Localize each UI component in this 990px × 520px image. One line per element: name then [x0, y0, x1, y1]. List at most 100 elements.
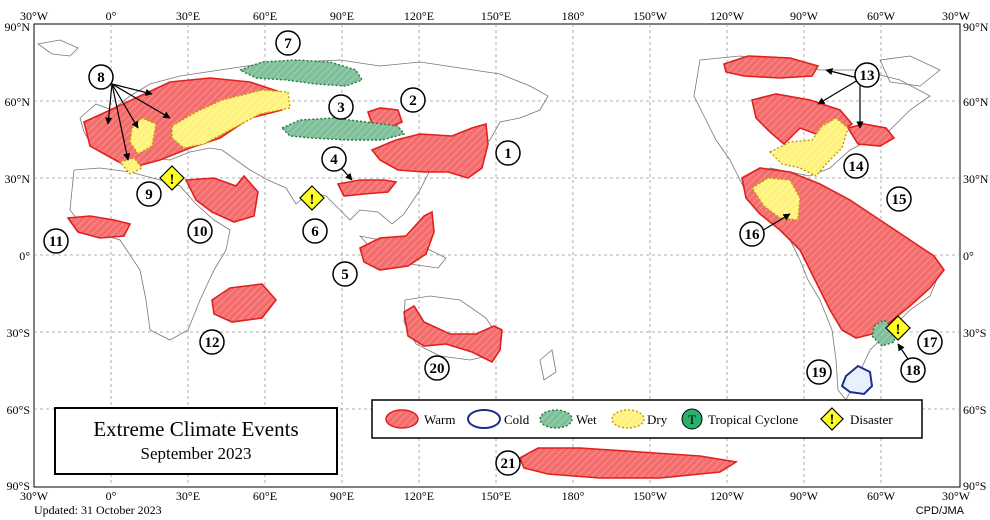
event-label-11: 11 [43, 228, 69, 254]
disaster-marker-17: ! [885, 315, 911, 341]
legend: Warm Cold Wet Dry T Tropical Cyclone ! D… [371, 399, 923, 439]
legend-disaster-symbol: ! [830, 412, 835, 428]
svg-text:20: 20 [430, 361, 445, 377]
event-label-2: 2 [400, 87, 426, 113]
svg-text:3: 3 [337, 100, 345, 116]
svg-text:15: 15 [892, 192, 907, 208]
lon-label: 120°W [710, 489, 745, 503]
svg-text:17: 17 [923, 335, 939, 351]
svg-text:7: 7 [284, 36, 292, 52]
lon-label: 30°E [176, 9, 200, 23]
lat-label: 90°S [963, 479, 986, 493]
svg-text:19: 19 [812, 365, 827, 381]
disaster-symbol: ! [310, 192, 315, 208]
cold-region-19 [840, 364, 874, 396]
svg-text:6: 6 [311, 224, 319, 240]
legend-cold-swatch [467, 409, 501, 429]
legend-disaster-swatch [820, 407, 844, 431]
event-label-9: 9 [136, 181, 162, 207]
event-labels: 1 2 3 4 5 6 7 8 9 10 11 12 13 14 15 16 1… [43, 30, 943, 476]
warm-region-1 [370, 122, 489, 179]
svg-text:10: 10 [193, 224, 208, 240]
event-label-16: 16 [739, 221, 765, 247]
event-label-1: 1 [495, 140, 521, 166]
warm-region-5 [359, 210, 435, 271]
warm-region-20 [403, 304, 503, 364]
legend-disaster-label: Disaster [850, 412, 893, 427]
event-label-17: 17 [917, 329, 943, 355]
lat-label: 30°N [963, 172, 989, 186]
disaster-symbol: ! [170, 172, 175, 188]
event-label-20: 20 [424, 355, 450, 381]
wet-region-7 [238, 59, 364, 87]
axis-labels-top: 30°W 0° 30°E 60°E 90°E 120°E 150°E 180° … [20, 9, 971, 23]
legend-wet-label: Wet [576, 412, 597, 427]
lon-label: 150°W [633, 489, 668, 503]
lat-label: 60°N [5, 95, 31, 109]
lon-label: 30°W [942, 9, 971, 23]
event-label-18: 18 [900, 357, 926, 383]
disaster-marker-9: ! [159, 165, 185, 191]
lat-label: 60°N [963, 95, 989, 109]
lon-label: 30°W [942, 489, 971, 503]
legend-dry-label: Dry [647, 412, 668, 427]
svg-text:1: 1 [504, 146, 512, 162]
axis-labels-left: 90°N 60°N 30°N 0° 30°S 60°S 90°S [5, 20, 31, 493]
legend-cold-label: Cold [504, 412, 530, 427]
lon-label: 30°W [20, 9, 49, 23]
event-label-12: 12 [199, 329, 225, 355]
svg-text:21: 21 [501, 456, 516, 472]
svg-text:4: 4 [330, 152, 338, 168]
map-title: Extreme Climate Events [93, 417, 299, 441]
event-label-21: 21 [495, 450, 521, 476]
warm-region-13c [846, 123, 896, 147]
warm-region-10 [184, 174, 259, 223]
warm-region-12 [211, 283, 278, 323]
lat-label: 90°S [7, 479, 30, 493]
lat-label: 90°N [5, 20, 31, 34]
lat-label: 60°S [7, 403, 30, 417]
svg-text:14: 14 [849, 159, 865, 175]
title-box: Extreme Climate Events September 2023 [54, 407, 338, 475]
wet-region-3 [280, 117, 406, 141]
event-label-14: 14 [843, 153, 869, 179]
disaster-marker-6: ! [299, 185, 325, 211]
credit: CPD/JMA [915, 505, 964, 517]
svg-text:18: 18 [906, 363, 921, 379]
lon-label: 90°E [330, 489, 354, 503]
dry-regions [118, 89, 849, 221]
event-label-5: 5 [332, 261, 358, 287]
svg-text:13: 13 [860, 68, 875, 84]
updated-date: Updated: 31 October 2023 [34, 503, 162, 517]
lon-label: 0° [106, 9, 117, 23]
event-label-6: 6 [302, 218, 328, 244]
warm-region-13a [723, 55, 820, 79]
lon-label: 150°W [633, 9, 668, 23]
axis-labels-bottom: 30°W 0° 30°E 60°E 90°E 120°E 150°E 180° … [20, 489, 971, 503]
legend-tc-swatch [681, 408, 703, 430]
lat-label: 60°S [963, 403, 986, 417]
map-subtitle: September 2023 [140, 444, 252, 463]
lon-label: 60°W [867, 9, 896, 23]
legend-tc-label: Tropical Cyclone [708, 412, 798, 427]
dry-region-8b [171, 89, 291, 149]
warm-region-4 [336, 179, 398, 197]
axis-labels-right: 90°N 60°N 30°N 0° 30°S 60°S 90°S [963, 20, 989, 493]
legend-dry-swatch [611, 409, 645, 429]
svg-text:11: 11 [49, 234, 63, 250]
lon-label: 150°E [481, 9, 511, 23]
event-label-15: 15 [886, 186, 912, 212]
lat-label: 30°S [963, 326, 986, 340]
legend-warm-label: Warm [424, 412, 455, 427]
lon-label: 120°W [710, 9, 745, 23]
svg-text:2: 2 [409, 93, 417, 109]
lon-label: 60°W [867, 489, 896, 503]
lon-label: 30°E [176, 489, 200, 503]
lon-label: 60°E [253, 489, 277, 503]
svg-text:16: 16 [745, 227, 761, 243]
event-label-3: 3 [328, 94, 354, 120]
lat-label: 0° [19, 249, 30, 263]
event-label-8: 8 [88, 64, 114, 90]
event-label-4: 4 [321, 146, 347, 172]
lon-label: 90°W [790, 9, 819, 23]
